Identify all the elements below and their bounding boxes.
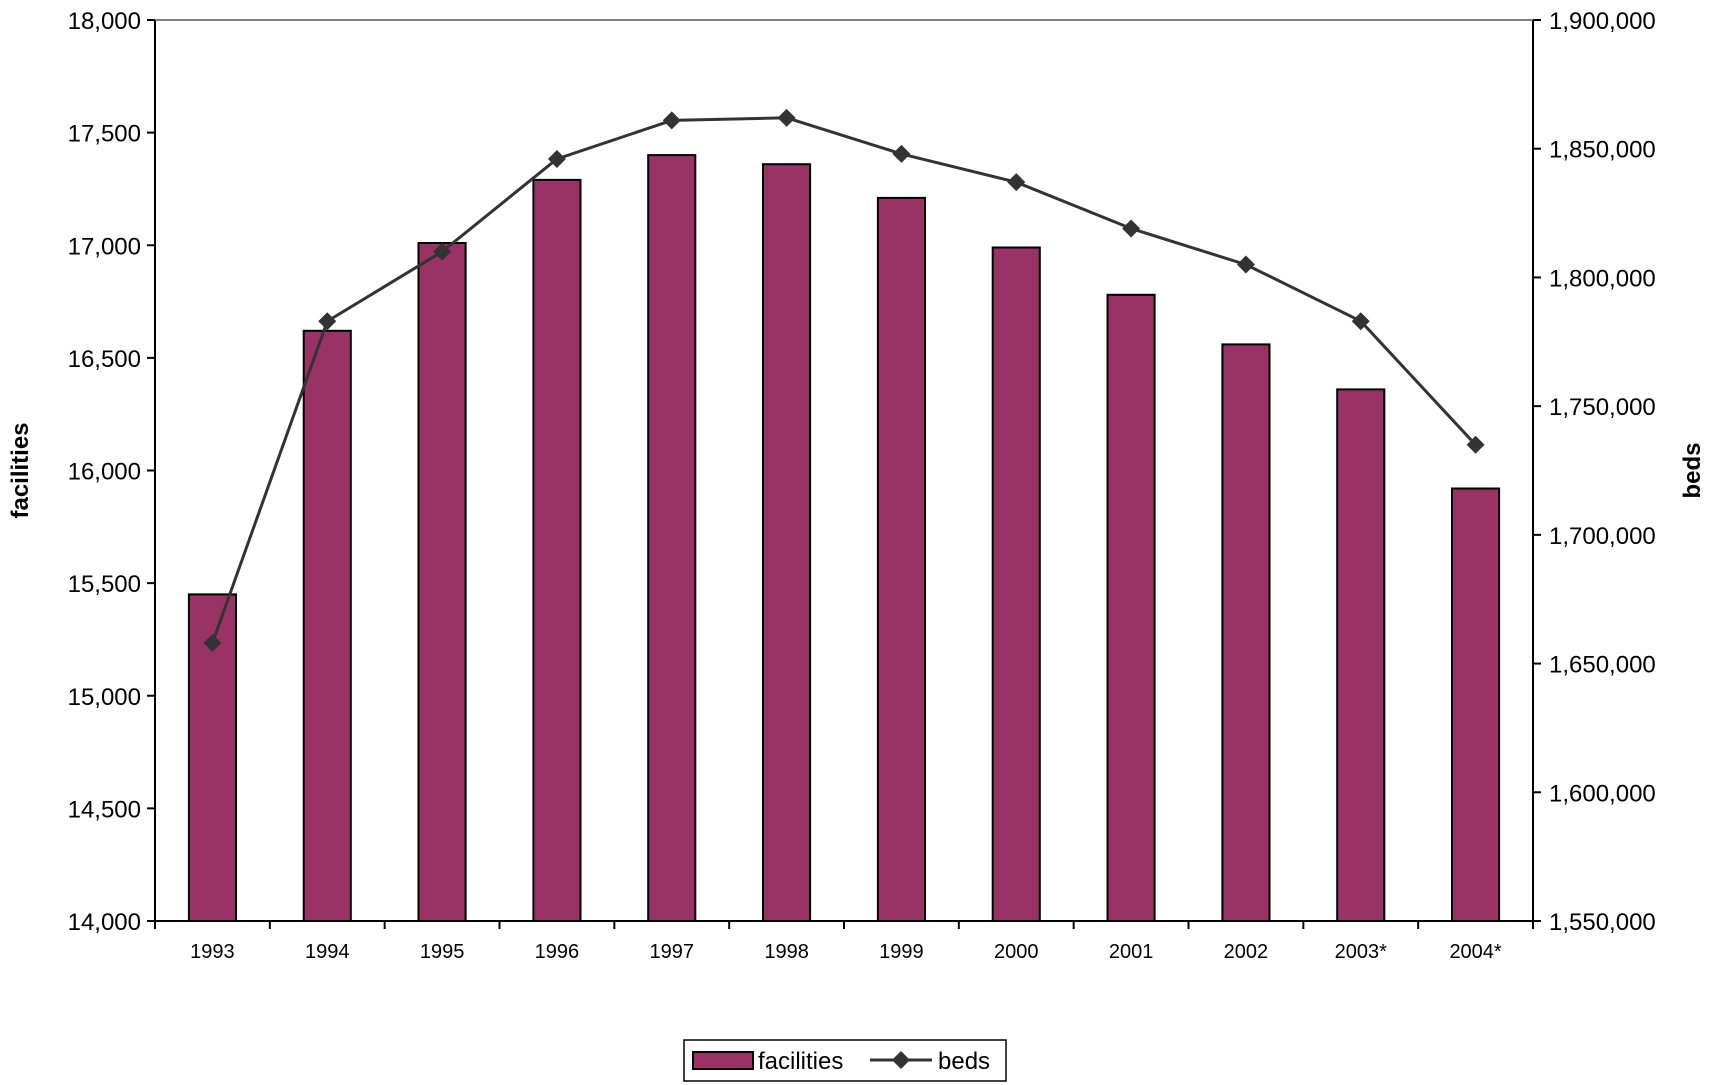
right-tick-label: 1,700,000 — [1549, 523, 1656, 550]
left-tick-label: 14,000 — [68, 909, 141, 936]
x-tick-label: 2000 — [994, 941, 1039, 963]
right-tick-label: 1,750,000 — [1549, 394, 1656, 421]
right-tick-label: 1,550,000 — [1549, 909, 1656, 936]
bar-facilities-2003 — [1336, 388, 1386, 922]
left-tick-label: 17,000 — [68, 233, 141, 260]
bar-facilities-2002 — [1221, 343, 1271, 922]
x-tick-label: 1996 — [535, 941, 580, 963]
point-beds-2001 — [1122, 219, 1141, 238]
legend-swatch-facilities — [692, 1051, 754, 1070]
bar-facilities-1994 — [302, 329, 352, 922]
left-tick-label: 15,500 — [68, 571, 141, 598]
left-tick-label: 17,500 — [68, 121, 141, 148]
x-tick-label: 1998 — [764, 941, 809, 963]
bar-facilities-1995 — [417, 242, 467, 922]
left-tick-label: 15,000 — [68, 684, 141, 711]
point-beds-2003 — [1351, 312, 1370, 331]
left-tick-label: 18,000 — [68, 8, 141, 35]
right-tick-label: 1,850,000 — [1549, 137, 1656, 164]
left-tick-label: 16,000 — [68, 459, 141, 486]
point-beds-2002 — [1236, 255, 1255, 274]
legend-swatch-beds-marker — [892, 1051, 910, 1069]
bar-facilities-2000 — [991, 246, 1041, 922]
left-axis: 14,000 14,500 15,000 15,500 16,000 16,500 17,0… — [68, 8, 156, 936]
left-axis-title: facilities — [7, 422, 34, 518]
left-tick-label: 16,500 — [68, 346, 141, 373]
point-beds-1993 — [203, 633, 222, 652]
legend-label-beds: beds — [938, 1048, 990, 1075]
point-beds-2000 — [1007, 173, 1026, 192]
beds-line — [210, 116, 1477, 644]
point-beds-1997 — [662, 111, 681, 130]
bar-facilities-1999 — [876, 196, 927, 922]
point-beds-1996 — [547, 150, 566, 169]
bar-facilities-1996 — [532, 178, 582, 922]
point-beds-1994 — [318, 312, 337, 331]
right-tick-label: 1,900,000 — [1549, 8, 1656, 35]
x-tick-label: 2003* — [1335, 941, 1387, 963]
point-beds-1998 — [777, 108, 796, 127]
point-beds-1995 — [433, 242, 452, 261]
right-tick-label: 1,800,000 — [1549, 265, 1656, 292]
x-tick-label: 1997 — [650, 941, 695, 963]
plot-area — [154, 19, 1534, 922]
x-tick-label: 1999 — [879, 941, 924, 963]
x-tick-label: 1994 — [305, 941, 350, 963]
bar-facilities-2004 — [1451, 487, 1501, 922]
x-tick-label: 1993 — [190, 941, 235, 963]
x-tick-label: 2001 — [1109, 941, 1154, 963]
legend-label-facilities: facilities — [758, 1048, 843, 1075]
right-tick-label: 1,600,000 — [1549, 780, 1656, 807]
bar-facilities-2001 — [1106, 293, 1156, 922]
bar-facilities-1998 — [762, 163, 812, 922]
right-axis: 1,550,000 1,600,000 1,650,000 1,700,000 1,75… — [1532, 8, 1656, 936]
left-tick-label: 14,500 — [68, 796, 141, 823]
right-tick-label: 1,650,000 — [1549, 652, 1656, 679]
point-beds-2004 — [1466, 435, 1485, 454]
x-tick-label: 2002 — [1224, 941, 1269, 963]
line-series-beds — [203, 108, 1485, 652]
right-axis-title: beds — [1679, 442, 1706, 498]
x-tick-label: 1995 — [420, 941, 465, 963]
x-axis: 1993 1994 1995 1996 1997 1998 1999 2000 2001 2002… — [154, 920, 1534, 963]
x-tick-label: 2004* — [1449, 941, 1501, 963]
bar-facilities-1997 — [647, 154, 697, 923]
legend: facilities beds — [683, 1039, 1007, 1082]
point-beds-1999 — [892, 144, 911, 163]
